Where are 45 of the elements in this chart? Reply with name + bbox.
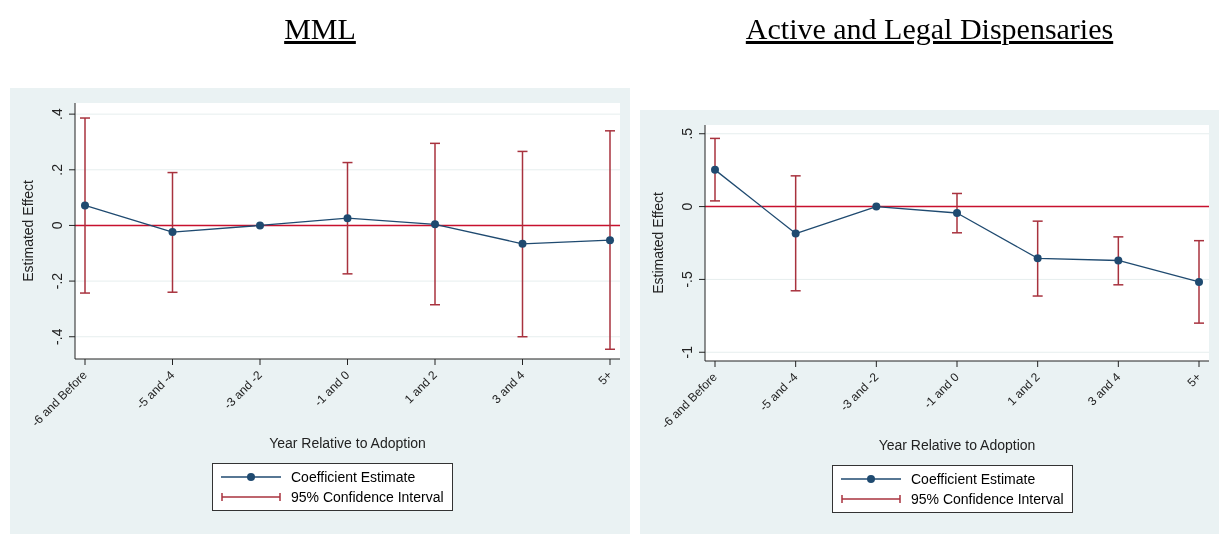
- x-tick-label: -5 and -4: [756, 369, 801, 414]
- point: [1114, 256, 1123, 265]
- y-tick-label: .2: [49, 163, 65, 176]
- point: [343, 214, 352, 223]
- point: [791, 229, 800, 238]
- y-tick-label: 0: [679, 202, 695, 211]
- point: [1195, 277, 1203, 286]
- y-tick-label: .5: [679, 127, 695, 140]
- chart-title: MML: [283, 12, 357, 46]
- y-tick-label: .4: [49, 108, 65, 120]
- x-tick-label: -3 and -2: [221, 367, 266, 412]
- x-tick-label: -5 and -4: [133, 367, 178, 412]
- x-tick-label: 1 and 2: [401, 367, 441, 407]
- point: [518, 239, 527, 248]
- x-tick-label: 1 and 2: [1004, 369, 1043, 409]
- y-tick-label: -1: [679, 345, 695, 359]
- y-tick-label: -.5: [679, 271, 695, 288]
- y-tick-label: -.2: [49, 272, 65, 290]
- x-tick-label: 3 and 4: [1085, 369, 1124, 409]
- point: [711, 165, 719, 174]
- x-axis-title: Year Relative to Adoption: [269, 435, 426, 451]
- point: [81, 201, 89, 210]
- y-axis-title: Estimated Effect: [649, 192, 666, 294]
- x-tick-label: -3 and -2: [837, 369, 882, 414]
- x-axis-title: Year Relative to Adoption: [878, 437, 1036, 453]
- x-tick-label: -1 and 0: [920, 369, 963, 412]
- point: [606, 236, 614, 245]
- y-axis-title: Estimated Effect: [19, 180, 36, 282]
- point: [1033, 254, 1042, 263]
- point: [953, 208, 961, 217]
- legend-label: Coefficient Estimate: [911, 470, 1036, 489]
- text: 95% Confidence Interval: [911, 490, 1064, 509]
- point: [256, 221, 264, 230]
- chart-title: Active and Legal Dispensaries: [744, 12, 1115, 46]
- x-tick-label: 5+: [1184, 370, 1204, 390]
- text: 95% Confidence Interval: [291, 488, 444, 507]
- x-tick-label: 5+: [595, 368, 615, 388]
- x-tick-label: -1 and 0: [311, 367, 353, 410]
- y-tick-label: -.4: [49, 328, 65, 345]
- point: [872, 202, 881, 211]
- legend-label: Coefficient Estimate: [291, 468, 416, 487]
- point: [168, 228, 177, 237]
- point: [431, 220, 439, 229]
- x-tick-label: 3 and 4: [489, 367, 528, 407]
- y-tick-label: 0: [49, 221, 65, 230]
